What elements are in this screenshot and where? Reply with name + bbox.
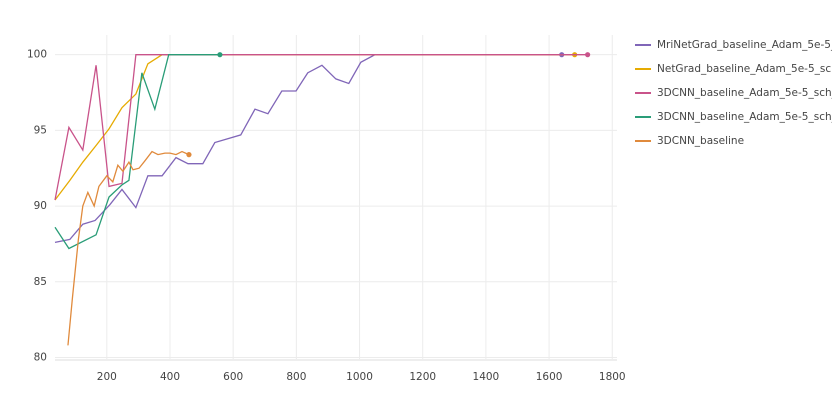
x-tick-label: 400 <box>160 371 180 383</box>
grid: 80 85 90 95 100 200 400 600 800 1000 1200 1400 1600 1… <box>27 35 626 383</box>
y-tick-label: 100 <box>27 49 47 61</box>
legend-label: 3DCNN_baseline_Adam_5e-5_sch_05 <box>657 111 840 123</box>
x-tick-label: 600 <box>223 371 243 383</box>
series-line <box>54 54 220 250</box>
plot <box>54 52 591 346</box>
y-tick-label: 95 <box>34 124 47 136</box>
y-tick-label: 90 <box>34 200 47 212</box>
legend-label: MriNetGrad_baseline_Adam_5e-5_sch_05 <box>657 39 840 51</box>
x-tick-label: 800 <box>286 371 306 383</box>
y-tick-label: 85 <box>34 276 47 288</box>
x-tick-label: 1000 <box>346 371 373 383</box>
x-tick-label: 1600 <box>536 371 563 383</box>
x-tick-label: 200 <box>97 371 117 383</box>
series-line <box>54 54 588 201</box>
y-tick-label: 80 <box>34 351 47 363</box>
end-marker <box>217 52 223 58</box>
series-line <box>67 150 190 346</box>
end-marker <box>585 52 591 58</box>
x-tick-label: 1800 <box>599 371 626 383</box>
legend: MriNetGrad_baseline_Adam_5e-5_sch_05 NetG… <box>635 39 840 147</box>
series-line <box>54 54 562 244</box>
legend-label: 3DCNN_baseline <box>657 135 744 147</box>
x-tick-label: 1200 <box>409 371 436 383</box>
series-line <box>54 54 575 201</box>
legend-label: NetGrad_baseline_Adam_5e-5_sch_05_2 <box>657 63 840 75</box>
x-tick-label: 1400 <box>473 371 500 383</box>
end-marker <box>186 152 192 158</box>
legend-label: 3DCNN_baseline_Adam_5e-5_sch_05_2 <box>657 87 840 99</box>
